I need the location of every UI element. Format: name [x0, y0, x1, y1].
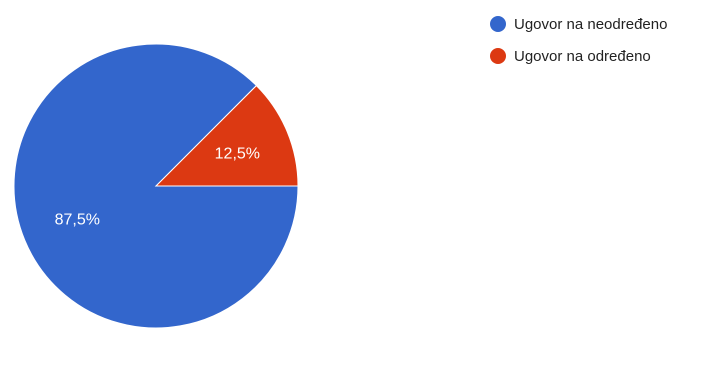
- pie-labels: 87,5% 12,5%: [55, 145, 260, 228]
- legend-label-odredeno: Ugovor na određeno: [514, 47, 651, 65]
- chart-legend: Ugovor na neodređeno Ugovor na određeno: [490, 8, 667, 72]
- legend-label-neodredeno: Ugovor na neodređeno: [514, 15, 668, 33]
- pie-slice-odredeno[interactable]: [154, 84, 299, 187]
- pie-label-odredeno: 12,5%: [215, 145, 260, 162]
- legend-item-odredeno[interactable]: Ugovor na određeno: [490, 40, 667, 72]
- legend-swatch-odredeno: [490, 48, 506, 64]
- pie-slices: [13, 43, 299, 329]
- legend-item-neodredeno[interactable]: Ugovor na neodređeno: [490, 8, 667, 40]
- legend-swatch-neodredeno: [490, 16, 506, 32]
- pie-label-neodredeno: 87,5%: [55, 212, 100, 229]
